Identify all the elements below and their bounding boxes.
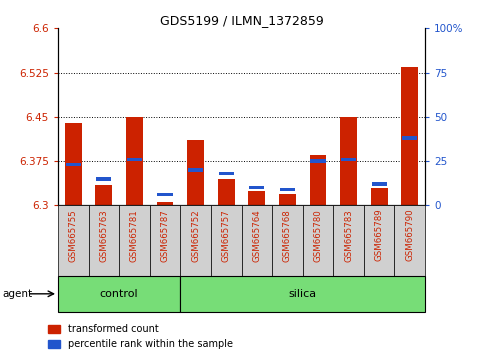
Bar [272,205,303,276]
Bar [311,159,326,163]
Bar [242,205,272,276]
Bar [150,205,180,276]
Title: GDS5199 / ILMN_1372859: GDS5199 / ILMN_1372859 [159,14,324,27]
Text: GSM665783: GSM665783 [344,209,353,262]
Bar [188,168,203,172]
Bar [65,123,82,205]
Text: GSM665757: GSM665757 [222,209,231,262]
Bar [371,182,387,186]
Bar [333,205,364,276]
Text: GSM665752: GSM665752 [191,209,200,262]
Text: GSM665763: GSM665763 [99,209,108,262]
Bar [303,205,333,276]
Text: control: control [100,289,139,299]
Bar [96,185,112,205]
Text: GSM665755: GSM665755 [69,209,78,262]
Text: GSM665781: GSM665781 [130,209,139,262]
Bar [211,205,242,276]
Bar [371,188,387,205]
Bar [218,179,235,205]
Bar [126,118,143,205]
Bar [340,118,357,205]
Bar [341,158,356,161]
Text: silica: silica [289,289,317,299]
Bar [58,276,180,312]
Text: GSM665764: GSM665764 [252,209,261,262]
Bar [156,202,173,205]
Bar [279,194,296,205]
Legend: transformed count, percentile rank within the sample: transformed count, percentile rank withi… [48,324,233,349]
Bar [310,155,327,205]
Bar [249,186,264,189]
Bar [248,190,265,205]
Bar [219,172,234,175]
Text: GSM665780: GSM665780 [313,209,323,262]
Bar [395,205,425,276]
Bar [96,177,112,181]
Bar [280,188,295,191]
Bar [157,193,172,196]
Text: GSM665768: GSM665768 [283,209,292,262]
Text: GSM665790: GSM665790 [405,209,414,262]
Bar [66,163,81,166]
Bar [88,205,119,276]
Bar [180,276,425,312]
Text: GSM665787: GSM665787 [160,209,170,262]
Bar [402,136,417,140]
Bar [180,205,211,276]
Text: GSM665789: GSM665789 [375,209,384,262]
Bar [58,205,88,276]
Bar [119,205,150,276]
Bar [187,141,204,205]
Text: agent: agent [2,289,32,299]
Bar [401,67,418,205]
Bar [127,158,142,161]
Bar [364,205,395,276]
